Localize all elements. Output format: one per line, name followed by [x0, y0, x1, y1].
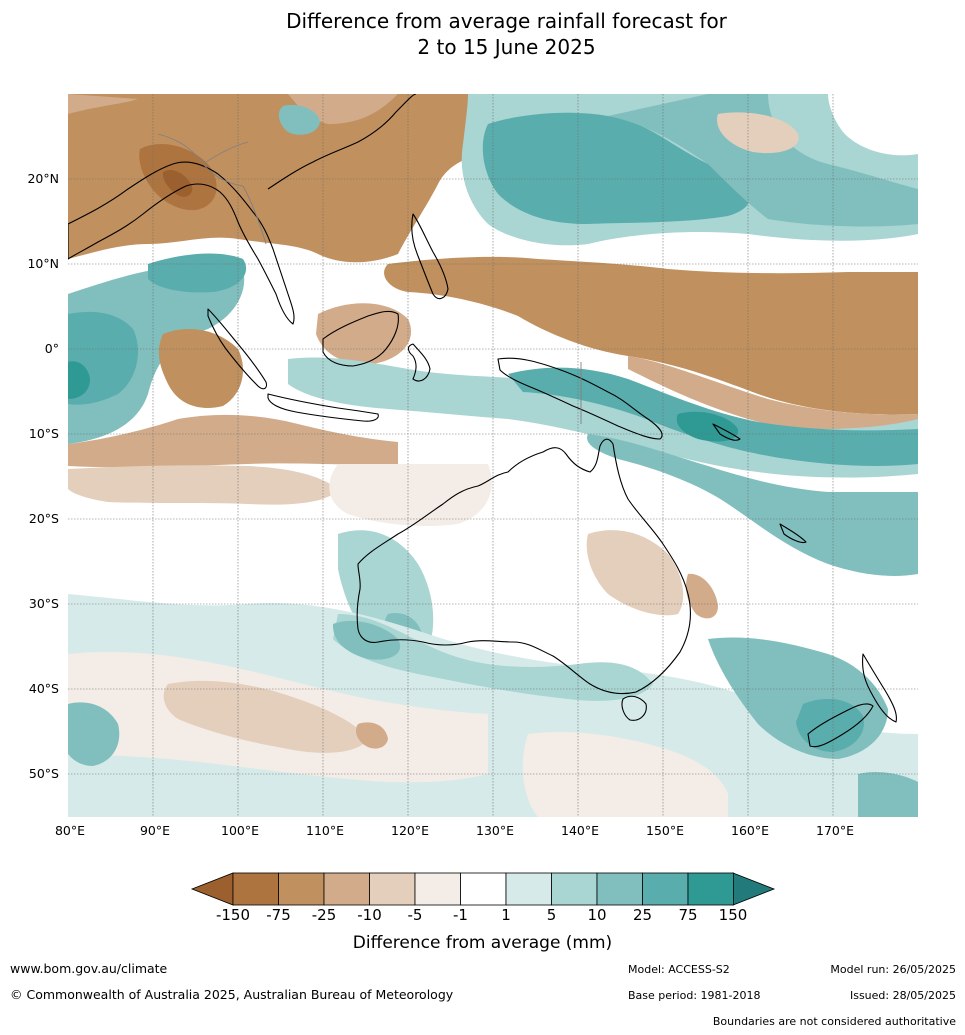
title-line-1: Difference from average rainfall forecas… — [286, 9, 727, 33]
lon-label-110e: 110°E — [305, 823, 345, 838]
colorbar-tick-neg10: -10 — [357, 906, 382, 924]
colorbar-swatch — [369, 872, 416, 906]
coastline-tasmania — [621, 695, 647, 721]
coastline-java — [267, 393, 379, 422]
coastline-australia — [356, 438, 691, 695]
wet-zone-pacific-north-core — [482, 112, 750, 224]
rainfall-anomaly-map[interactable] — [68, 94, 918, 817]
website-link[interactable]: www.bom.gov.au/climate — [10, 961, 168, 976]
coastline-asia-mainland — [68, 161, 295, 325]
colorbar-swatch — [551, 872, 598, 906]
dry-zone-western-australia-north — [329, 464, 492, 526]
coastline-borneo — [322, 310, 399, 367]
dry-core-indochina-inner — [162, 169, 193, 197]
colorbar-tick-150: 150 — [718, 906, 748, 924]
dry-patch-north-pacific — [717, 112, 799, 154]
wet-zone-pacific-north-mid — [608, 94, 918, 227]
coastline-solomons — [712, 423, 741, 441]
lat-label-30s: 30°S — [28, 596, 59, 611]
coastline-new-zealand-north — [862, 653, 897, 723]
lon-label-130e: 130°E — [475, 823, 515, 838]
coastline-philippines — [411, 213, 449, 300]
colorbar-tick-75: 75 — [678, 906, 698, 924]
colorbar-tick-neg25: -25 — [311, 906, 337, 924]
lon-label-170e: 170°E — [815, 823, 855, 838]
colorbar-swatch — [687, 872, 734, 906]
lat-label-20s: 20°S — [28, 511, 59, 526]
colorbar-swatch — [232, 872, 279, 906]
lat-label-20n: 20°N — [27, 171, 59, 186]
colorbar-tick-1: 1 — [501, 906, 511, 924]
wet-zone-southeast-corner — [858, 771, 918, 817]
colorbar-swatch — [323, 872, 370, 906]
lat-label-40s: 40°S — [28, 681, 59, 696]
coastline-new-caledonia — [779, 523, 807, 544]
colorbar-tick-neg75: -75 — [266, 906, 291, 924]
lon-label-80e: 80°E — [54, 823, 86, 838]
colorbar-swatch — [414, 872, 461, 906]
wet-zone-southwest-corner — [68, 702, 120, 766]
colorbar-low-extend — [190, 872, 234, 906]
wet-core-indian-ocean-deep — [68, 361, 90, 399]
dry-zone-indian-ocean-south — [68, 414, 398, 468]
dry-core-south-indian-small — [355, 722, 388, 749]
wet-core-new-zealand — [796, 698, 864, 752]
lon-label-150e: 150°E — [645, 823, 685, 838]
colorbar-swatch — [642, 872, 689, 906]
colorbar-tick-25: 25 — [632, 906, 653, 924]
wet-zone-south-australia — [333, 614, 653, 701]
neutral-patch-north-pacific — [828, 94, 918, 156]
lat-label-10s: 10°S — [28, 426, 59, 441]
colorbar-swatch — [505, 872, 552, 906]
lon-label-120e: 120°E — [390, 823, 430, 838]
copyright-text: © Commonwealth of Australia 2025, Austra… — [10, 987, 454, 1002]
wet-zone-coral-sea — [587, 434, 918, 576]
colorbar-high-extend — [732, 872, 776, 906]
chart-title: Difference from average rainfall forecas… — [0, 8, 965, 60]
wet-zone-great-australian-bight — [332, 620, 401, 660]
lat-label-10n: 10°N — [27, 256, 59, 271]
colorbar-tick-5: 5 — [546, 906, 557, 924]
dry-core-queensland — [685, 573, 718, 619]
dry-zone-equatorial-pacific-edge — [628, 356, 918, 439]
lon-label-90e: 90°E — [139, 823, 171, 838]
model-run-date: Model run: 26/05/2025 — [830, 963, 956, 976]
issued-date: Issued: 28/05/2025 — [849, 989, 956, 1002]
colorbar-tick-neg1: -1 — [453, 906, 468, 924]
title-line-2: 2 to 15 June 2025 — [417, 35, 596, 59]
lon-label-100e: 100°E — [220, 823, 260, 838]
colorbar-swatch — [278, 872, 325, 906]
dry-zone-asia — [68, 94, 588, 263]
dry-zone-equatorial-pacific — [384, 256, 918, 415]
colorbar-tick-neg150: -150 — [215, 906, 251, 924]
coastline-sumatra — [207, 308, 267, 390]
wet-zone-bay-of-bengal — [148, 253, 247, 293]
lat-label-equator: 0° — [44, 341, 59, 356]
lat-label-50s: 50°S — [28, 766, 59, 781]
dry-zone-south-indian-core — [163, 680, 368, 753]
colorbar-title: Difference from average (mm) — [352, 933, 613, 953]
coastline-china — [267, 94, 417, 190]
base-period: Base period: 1981-2018 — [628, 989, 761, 1002]
colorbar-swatch — [596, 872, 643, 906]
country-borders — [157, 133, 582, 424]
graticule — [68, 94, 918, 817]
colorbar-tick-10: 10 — [587, 906, 607, 924]
coastline-new-zealand-south — [807, 703, 874, 748]
colorbar-legend — [190, 872, 776, 906]
dry-zone-southern-ocean-east — [522, 732, 728, 817]
lon-label-140e: 140°E — [560, 823, 600, 838]
coastline-sulawesi — [407, 343, 431, 382]
dry-zone-south-indian-ocean — [68, 465, 338, 505]
model-name: Model: ACCESS-S2 — [628, 963, 730, 976]
coastlines — [68, 94, 897, 748]
colorbar-tick-neg5: -5 — [407, 906, 423, 924]
wet-patch-south-china — [278, 104, 320, 135]
coastline-new-guinea — [497, 357, 663, 440]
boundaries-note: Boundaries are not considered authoritat… — [712, 1015, 956, 1028]
wet-zone-indian-ocean — [68, 264, 245, 444]
colorbar-swatch — [460, 872, 507, 906]
dry-zone-queensland — [586, 530, 684, 616]
lon-label-160e: 160°E — [730, 823, 770, 838]
